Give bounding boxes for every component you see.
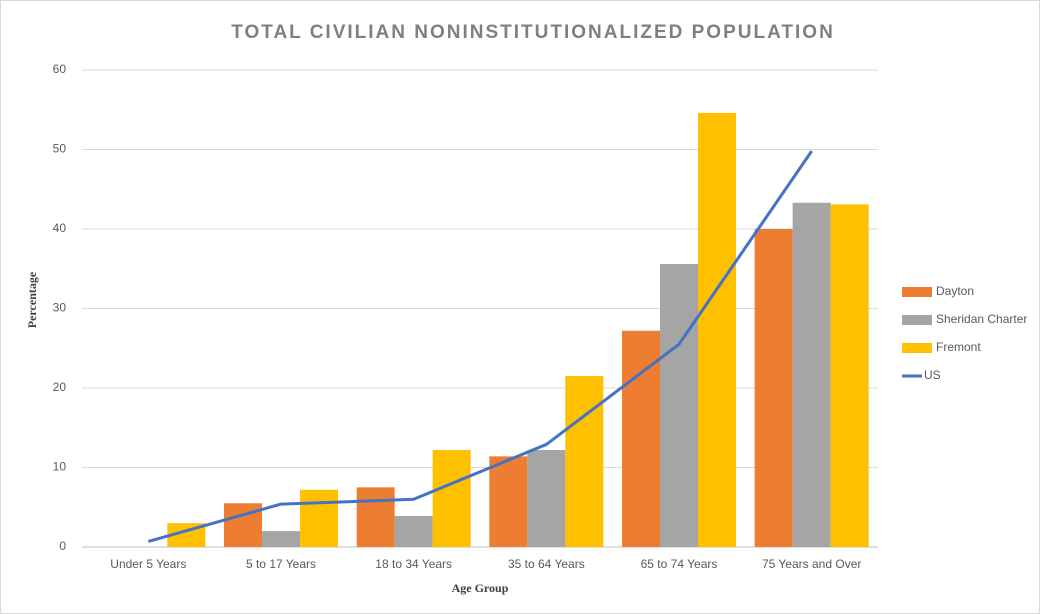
x-tick-label: Under 5 Years [110, 557, 186, 571]
legend-swatch [902, 315, 932, 325]
x-tick-label: 18 to 34 Years [375, 557, 452, 571]
bar [660, 263, 698, 547]
x-tick-label: 35 to 64 Years [508, 557, 585, 571]
bar [792, 202, 831, 547]
legend-label: Fremont [936, 340, 981, 354]
bar [300, 489, 338, 547]
x-tick-label: 5 to 17 Years [246, 557, 316, 571]
chart-title: TOTAL CIVILIAN NONINSTITUTIONALIZED POPU… [231, 22, 835, 43]
y-tick-label: 10 [53, 460, 67, 474]
legend-swatch [902, 343, 932, 353]
y-tick-label: 30 [53, 301, 67, 315]
y-tick-label: 50 [53, 142, 67, 156]
legend-label: Dayton [936, 284, 974, 298]
bar [754, 229, 793, 547]
line [147, 150, 813, 543]
y-axis-title: Percentage [25, 271, 39, 328]
bar [527, 450, 566, 547]
x-tick-label: 75 Years and Over [762, 557, 861, 571]
y-tick-label: 40 [53, 221, 67, 235]
bar [394, 515, 433, 547]
legend-swatch [902, 287, 932, 297]
bar [565, 376, 604, 547]
bar [489, 456, 528, 547]
bar [356, 487, 395, 547]
bar [262, 531, 300, 547]
y-tick-label: 20 [53, 380, 67, 394]
y-tick-label: 60 [53, 62, 67, 76]
legend-label: US [924, 368, 941, 382]
y-tick-label: 0 [59, 539, 66, 553]
bar [698, 112, 736, 548]
bar [432, 450, 471, 547]
legend-label: Sheridan Charter [936, 312, 1027, 326]
bar [830, 204, 869, 548]
x-axis-title: Age Group [452, 581, 509, 595]
bar [622, 330, 660, 547]
x-tick-label: 65 to 74 Years [641, 557, 718, 571]
